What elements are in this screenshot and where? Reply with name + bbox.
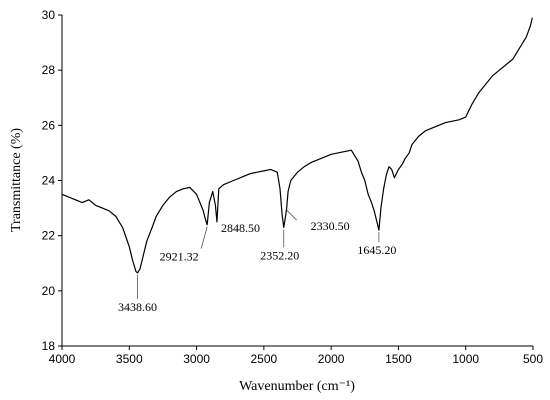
x-tick-label: 4000	[49, 352, 76, 366]
y-tick-label: 30	[42, 8, 56, 22]
x-tick-label: 1500	[385, 352, 412, 366]
x-tick-label: 2000	[318, 352, 345, 366]
x-tick-label: 1000	[452, 352, 479, 366]
x-tick-label: 3500	[116, 352, 143, 366]
annotation-leader	[200, 226, 208, 249]
peak-label: 3438.60	[118, 300, 157, 314]
x-tick-label: 500	[523, 352, 543, 366]
spectrum-line	[61, 17, 533, 274]
peak-label: 2921.32	[160, 250, 199, 264]
y-ticks: 18 20 22 24 26 28 30	[42, 8, 62, 353]
y-tick-label: 20	[42, 284, 56, 298]
y-tick-label: 18	[42, 339, 56, 353]
y-tick-label: 22	[42, 229, 56, 243]
y-tick-label: 26	[42, 118, 56, 132]
x-tick-label: 3000	[183, 352, 210, 366]
y-axis-title: Transmittance (%)	[9, 128, 24, 232]
x-axis-title: Wavenumber (cm⁻¹)	[239, 379, 355, 394]
peak-label: 1645.20	[357, 243, 396, 257]
x-tick-label: 2500	[251, 352, 278, 366]
series-layer	[61, 17, 533, 274]
peak-label: 2352.20	[260, 248, 299, 262]
plot-area: 4000 3500 3000 2500 2000 1500 1000 500 18 20 22 24…	[42, 8, 544, 366]
x-ticks: 4000 3500 3000 2500 2000 1500 1000 500	[49, 346, 543, 366]
annotation-leader	[286, 209, 297, 221]
y-tick-label: 28	[42, 63, 56, 77]
peak-label: 2848.50	[221, 221, 260, 235]
y-tick-label: 24	[42, 174, 56, 188]
peak-label: 2330.50	[311, 219, 350, 233]
